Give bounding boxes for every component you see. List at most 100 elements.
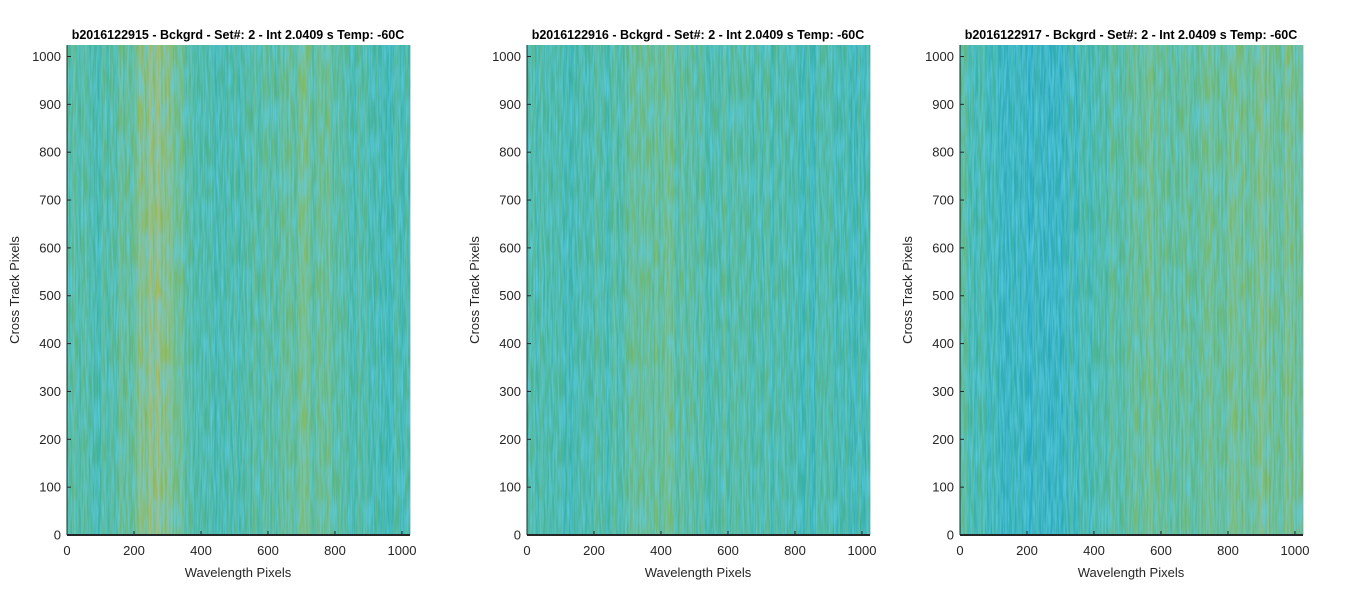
heatmap-column <box>312 45 315 535</box>
heatmap-column <box>788 45 791 535</box>
heatmap-column <box>752 45 755 535</box>
heatmap-column <box>334 45 337 535</box>
heatmap-column <box>244 45 247 535</box>
heatmap-column <box>156 45 160 535</box>
heatmap-column <box>104 45 108 535</box>
heatmap-column <box>784 45 787 535</box>
heatmap-column <box>122 45 126 535</box>
heatmap-column <box>296 45 299 535</box>
heatmap-column <box>328 45 331 535</box>
heatmap-column <box>638 45 642 535</box>
heatmap-column <box>640 45 644 535</box>
heatmap-column <box>1241 45 1244 535</box>
heatmap-column <box>182 45 186 535</box>
heatmap-column <box>152 45 156 535</box>
heatmap-column <box>592 45 596 535</box>
heatmap-column <box>192 45 196 535</box>
y-tick-label: 0 <box>54 528 61 543</box>
heatmap-column <box>92 45 96 535</box>
heatmap-column <box>1063 45 1067 535</box>
heatmap-column <box>350 45 353 535</box>
y-tick-label: 700 <box>932 193 954 208</box>
heatmap-column <box>766 45 769 535</box>
heatmap-column <box>1287 45 1290 535</box>
heatmap-column <box>760 45 763 535</box>
heatmap-column <box>712 45 715 535</box>
heatmap-column <box>796 45 799 535</box>
heatmap-column <box>72 45 76 535</box>
heatmap-column <box>666 45 669 535</box>
heatmap-column <box>318 45 321 535</box>
heatmap-column <box>326 45 329 535</box>
heatmap-column <box>969 45 973 535</box>
heatmap-column <box>562 45 566 535</box>
y-axis-label-3: Cross Track Pixels <box>900 236 915 344</box>
heatmap-column <box>386 45 389 535</box>
x-tick-label: 200 <box>583 543 605 558</box>
heatmap-column <box>754 45 757 535</box>
y-ticks-1: 0 100 200 300 400 500 600 700 800 900 1000 <box>32 49 71 543</box>
heatmap-column <box>528 45 532 535</box>
heatmap-column <box>1037 45 1041 535</box>
heatmap-column <box>1225 45 1228 535</box>
heatmap-column <box>738 45 741 535</box>
heatmap-column <box>1085 45 1089 535</box>
heatmap-column <box>989 45 993 535</box>
heatmap-column <box>710 45 713 535</box>
y-tick-label: 400 <box>932 336 954 351</box>
x-tick-label: 800 <box>1217 543 1239 558</box>
heatmap-column <box>1003 45 1007 535</box>
heatmap-column <box>1005 45 1009 535</box>
heatmap-column <box>1111 45 1114 535</box>
heatmap-column <box>584 45 588 535</box>
heatmap-column <box>130 45 134 535</box>
heatmap-column <box>370 45 373 535</box>
x-axis-label-2: Wavelength Pixels <box>645 565 752 580</box>
heatmap-column <box>838 45 841 535</box>
heatmap-column <box>622 45 626 535</box>
heatmap-column <box>342 45 345 535</box>
heatmap-column <box>586 45 590 535</box>
heatmap-column <box>1119 45 1122 535</box>
heatmap-column <box>794 45 797 535</box>
heatmap-column <box>536 45 540 535</box>
heatmap-column <box>258 45 261 535</box>
heatmap-column <box>999 45 1003 535</box>
heatmap-column <box>824 45 827 535</box>
heatmap-column <box>132 45 136 535</box>
y-tick-label: 600 <box>39 240 61 255</box>
heatmap-column <box>844 45 847 535</box>
heatmap-column <box>854 45 857 535</box>
heatmap-column <box>566 45 570 535</box>
heatmap-column <box>300 45 303 535</box>
heatmap-column <box>1017 45 1021 535</box>
heatmap-column <box>1163 45 1166 535</box>
heatmap-column <box>172 45 176 535</box>
heatmap-column <box>1159 45 1162 535</box>
heatmap-column <box>1091 45 1095 535</box>
heatmap-column <box>1189 45 1192 535</box>
heatmap-column <box>800 45 803 535</box>
heatmap-column <box>1033 45 1037 535</box>
heatmap-column <box>1123 45 1126 535</box>
heatmap-column <box>124 45 128 535</box>
heatmap-column <box>194 45 198 535</box>
heatmap-column <box>808 45 811 535</box>
heatmap-column <box>1201 45 1204 535</box>
heatmap-column <box>242 45 245 535</box>
heatmap-column <box>128 45 132 535</box>
heatmap-column <box>834 45 837 535</box>
heatmap-column <box>724 45 727 535</box>
heatmap-column <box>186 45 190 535</box>
y-tick-label: 900 <box>932 97 954 112</box>
heatmap-column <box>732 45 735 535</box>
heatmap-column <box>1053 45 1057 535</box>
y-tick-label: 1000 <box>492 49 521 64</box>
heatmap-column <box>1199 45 1202 535</box>
heatmap-column <box>1001 45 1005 535</box>
y-tick-label: 200 <box>39 432 61 447</box>
heatmap-column <box>1043 45 1047 535</box>
heatmap-column <box>352 45 355 535</box>
y-ticks-3: 0 100 200 300 400 500 600 700 800 900 1000 <box>925 49 964 543</box>
heatmap-column <box>358 45 361 535</box>
